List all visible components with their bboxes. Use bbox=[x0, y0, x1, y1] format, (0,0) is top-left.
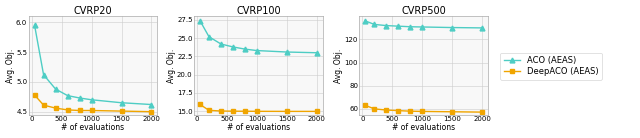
DeepACO (AEAS) bbox=[406, 110, 414, 112]
DeepACO (AEAS) bbox=[205, 109, 213, 111]
ACO (AEAS) bbox=[313, 52, 321, 54]
DeepACO (AEAS) bbox=[253, 111, 260, 112]
DeepACO (AEAS) bbox=[241, 110, 249, 112]
ACO (AEAS) bbox=[118, 102, 125, 104]
Title: CVRP20: CVRP20 bbox=[74, 6, 113, 16]
X-axis label: # of evaluations: # of evaluations bbox=[392, 124, 456, 132]
DeepACO (AEAS) bbox=[76, 110, 83, 111]
ACO (AEAS) bbox=[64, 95, 72, 96]
Title: CVRP500: CVRP500 bbox=[401, 6, 446, 16]
ACO (AEAS) bbox=[383, 25, 390, 26]
DeepACO (AEAS) bbox=[362, 105, 369, 106]
DeepACO (AEAS) bbox=[383, 109, 390, 111]
ACO (AEAS) bbox=[371, 24, 378, 25]
ACO (AEAS) bbox=[217, 43, 225, 45]
Legend: ACO (AEAS), DeepACO (AEAS): ACO (AEAS), DeepACO (AEAS) bbox=[500, 53, 602, 80]
ACO (AEAS) bbox=[283, 51, 291, 53]
DeepACO (AEAS) bbox=[394, 110, 402, 112]
Line: DeepACO (AEAS): DeepACO (AEAS) bbox=[198, 102, 319, 113]
DeepACO (AEAS) bbox=[419, 111, 426, 112]
ACO (AEAS) bbox=[205, 36, 213, 38]
ACO (AEAS) bbox=[31, 24, 38, 26]
Y-axis label: Avg. Obj.: Avg. Obj. bbox=[166, 48, 175, 83]
Line: DeepACO (AEAS): DeepACO (AEAS) bbox=[364, 103, 484, 114]
ACO (AEAS) bbox=[406, 26, 414, 28]
ACO (AEAS) bbox=[479, 27, 486, 29]
ACO (AEAS) bbox=[229, 46, 237, 48]
ACO (AEAS) bbox=[362, 20, 369, 22]
DeepACO (AEAS) bbox=[40, 104, 47, 106]
DeepACO (AEAS) bbox=[64, 109, 72, 111]
DeepACO (AEAS) bbox=[148, 111, 156, 112]
DeepACO (AEAS) bbox=[217, 110, 225, 112]
Line: DeepACO (AEAS): DeepACO (AEAS) bbox=[33, 93, 154, 114]
DeepACO (AEAS) bbox=[31, 94, 38, 96]
DeepACO (AEAS) bbox=[283, 111, 291, 112]
DeepACO (AEAS) bbox=[52, 107, 60, 109]
X-axis label: # of evaluations: # of evaluations bbox=[61, 124, 125, 132]
ACO (AEAS) bbox=[40, 74, 47, 76]
DeepACO (AEAS) bbox=[88, 110, 95, 111]
Y-axis label: Avg. Obj.: Avg. Obj. bbox=[334, 48, 343, 83]
ACO (AEAS) bbox=[449, 27, 456, 28]
DeepACO (AEAS) bbox=[229, 110, 237, 112]
DeepACO (AEAS) bbox=[371, 108, 378, 110]
ACO (AEAS) bbox=[76, 97, 83, 99]
ACO (AEAS) bbox=[394, 25, 402, 27]
DeepACO (AEAS) bbox=[118, 110, 125, 112]
Line: ACO (AEAS): ACO (AEAS) bbox=[32, 23, 154, 107]
Line: ACO (AEAS): ACO (AEAS) bbox=[363, 18, 484, 30]
X-axis label: # of evaluations: # of evaluations bbox=[227, 124, 290, 132]
DeepACO (AEAS) bbox=[449, 111, 456, 113]
ACO (AEAS) bbox=[196, 20, 204, 22]
DeepACO (AEAS) bbox=[479, 111, 486, 113]
ACO (AEAS) bbox=[52, 88, 60, 90]
Y-axis label: Avg. Obj.: Avg. Obj. bbox=[6, 48, 15, 83]
DeepACO (AEAS) bbox=[196, 104, 204, 105]
Title: CVRP100: CVRP100 bbox=[236, 6, 281, 16]
ACO (AEAS) bbox=[241, 48, 249, 50]
DeepACO (AEAS) bbox=[313, 111, 321, 112]
ACO (AEAS) bbox=[148, 104, 156, 105]
Line: ACO (AEAS): ACO (AEAS) bbox=[198, 18, 319, 55]
ACO (AEAS) bbox=[88, 99, 95, 101]
ACO (AEAS) bbox=[253, 50, 260, 51]
ACO (AEAS) bbox=[419, 26, 426, 28]
